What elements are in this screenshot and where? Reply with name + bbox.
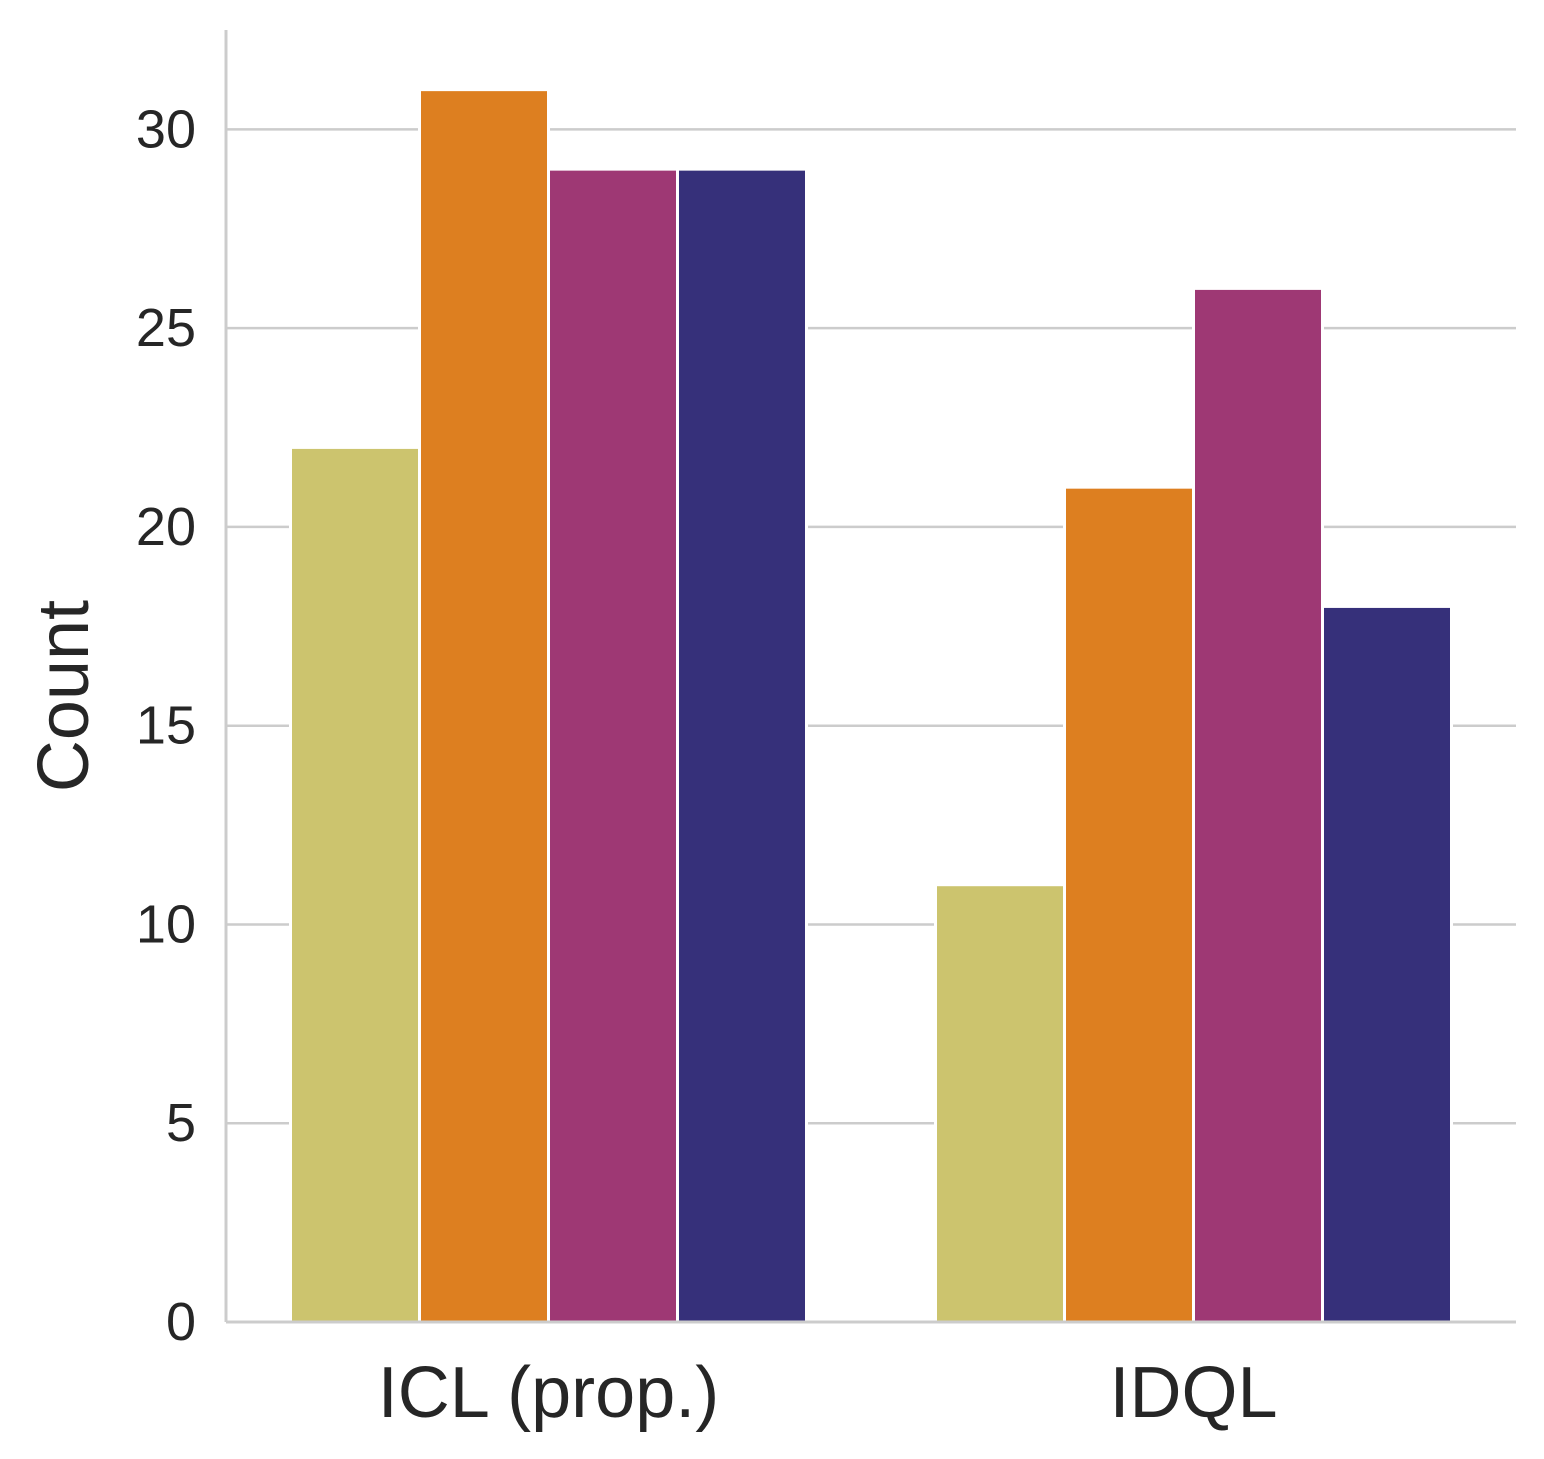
bar-series-4-1 <box>676 167 808 1324</box>
y-tick-label: 15 <box>136 696 196 756</box>
y-tick-label: 25 <box>136 298 196 358</box>
x-category-label: IDQL <box>1109 1353 1277 1433</box>
y-tick-label: 30 <box>136 99 196 159</box>
bar-series-1-1 <box>289 445 421 1324</box>
bar-series-1-2 <box>934 883 1066 1324</box>
x-tick-labels: ICL (prop.) IDQL <box>378 1353 1278 1433</box>
axes <box>224 30 1516 1324</box>
bar-series-3-1 <box>547 167 679 1324</box>
bars <box>289 88 1453 1324</box>
y-tick-label: 10 <box>136 894 196 954</box>
bar-series-2-2 <box>1063 485 1195 1324</box>
y-tick-label: 5 <box>166 1093 196 1153</box>
bar-series-2-1 <box>418 88 550 1324</box>
y-axis-title: Count <box>24 600 104 792</box>
y-tick-labels: 0 5 10 15 20 25 30 <box>136 99 196 1352</box>
x-category-label: ICL (prop.) <box>378 1353 719 1433</box>
bar-series-3-2 <box>1192 286 1324 1324</box>
y-tick-label: 20 <box>136 497 196 557</box>
y-tick-label: 0 <box>166 1292 196 1352</box>
bar-series-4-2 <box>1321 604 1453 1324</box>
